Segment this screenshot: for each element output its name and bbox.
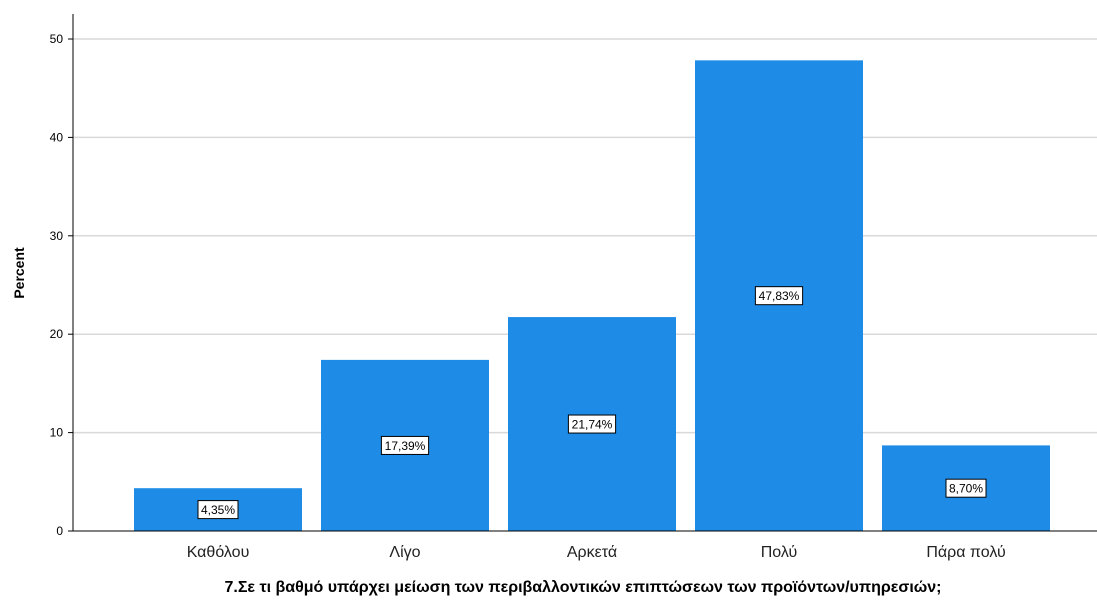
data-label: 4,35% bbox=[201, 503, 235, 517]
data-label: 21,74% bbox=[572, 418, 613, 432]
data-label: 17,39% bbox=[385, 439, 426, 453]
data-label-box bbox=[380, 435, 430, 455]
data-labels: 4,35% 17,39% 21,74% 47,83% 8,70% bbox=[197, 286, 987, 520]
y-tick-label: 20 bbox=[50, 327, 64, 341]
x-tick-label: Λίγο bbox=[389, 544, 420, 561]
y-tick-label: 30 bbox=[50, 229, 64, 243]
data-label-box bbox=[945, 478, 987, 498]
y-tick-label: 40 bbox=[50, 130, 64, 144]
bars bbox=[134, 60, 1050, 532]
y-tick-label: 50 bbox=[50, 32, 64, 46]
y-axis-title: Percent bbox=[11, 247, 27, 299]
data-label-box bbox=[567, 414, 617, 434]
y-tick-label: 10 bbox=[50, 426, 64, 440]
x-tick-label: Πάρα πολύ bbox=[926, 544, 1005, 561]
x-tick-label: Αρκετά bbox=[567, 544, 617, 561]
data-label: 8,70% bbox=[949, 482, 983, 496]
axes bbox=[72, 14, 1097, 532]
x-tick-label: Πολύ bbox=[761, 544, 798, 561]
y-tick-labels: 0 10 20 30 40 50 bbox=[50, 32, 73, 538]
data-label-box bbox=[197, 500, 239, 520]
x-tick-labels: Καθόλου Λίγο Αρκετά Πολύ Πάρα πολύ bbox=[187, 544, 1006, 561]
y-tick-label: 0 bbox=[56, 524, 63, 538]
data-label-box bbox=[754, 286, 804, 306]
gridlines bbox=[73, 38, 1097, 434]
x-tick-label: Καθόλου bbox=[187, 544, 250, 561]
data-label: 47,83% bbox=[759, 289, 800, 303]
x-axis-title: 7.Σε τι βαθμό υπάρχει μείωση των περιβαλ… bbox=[224, 579, 941, 596]
